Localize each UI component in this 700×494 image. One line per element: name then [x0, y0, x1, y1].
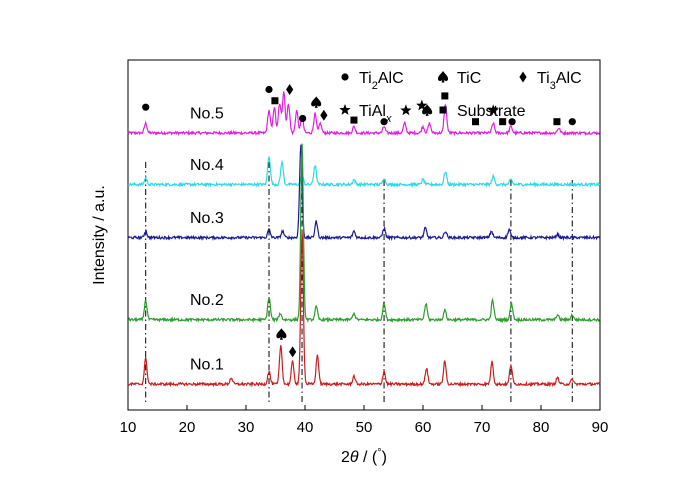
circle-marker-icon: [568, 118, 576, 126]
spade-marker-icon: [276, 328, 287, 340]
circle-marker-icon: [265, 85, 273, 94]
series-label: No.1: [190, 357, 224, 374]
x-tick-label: 30: [238, 419, 255, 436]
series-label: No.5: [190, 105, 224, 122]
phase-markers: [142, 83, 576, 358]
series-label: No.2: [190, 292, 224, 309]
x-tick-label: 70: [474, 419, 491, 436]
series-line: [127, 230, 601, 388]
legend: Ti2AlC TiC Ti3AlC TiAlx Substrate: [339, 70, 582, 125]
diamond-marker-icon: [320, 109, 328, 121]
legend-label: Ti2AlC: [359, 70, 404, 92]
star-marker-icon: [416, 99, 428, 111]
circle-marker-icon: [341, 73, 349, 81]
legend-label: TiAlx: [359, 103, 392, 125]
series-label: No.3: [190, 210, 224, 227]
circle-marker-icon: [380, 118, 388, 126]
star-marker-icon: [487, 104, 499, 116]
x-tick-label: 40: [297, 419, 314, 436]
x-axis-label: 2θ / (°): [341, 447, 387, 466]
star-marker-icon: [400, 104, 412, 116]
series-labels: No.5 No.4 No.3 No.2 No.1: [190, 105, 224, 373]
axes: 10 20 30 40 50 60 70 80 90 2θ / (°) Intensity / a.…: [91, 185, 608, 466]
square-marker-icon: [439, 106, 447, 114]
x-tick-label: 20: [179, 419, 196, 436]
spade-marker-icon: [311, 96, 322, 108]
x-tick-label: 90: [592, 419, 609, 436]
series-line: [127, 144, 601, 242]
legend-label: TiC: [457, 70, 481, 87]
square-marker-icon: [499, 118, 507, 126]
star-marker-icon: [339, 104, 351, 115]
x-tick-label: 10: [120, 419, 137, 436]
series-line: [127, 91, 601, 137]
x-tick-label: 80: [533, 419, 550, 436]
spade-marker-icon: [437, 71, 449, 83]
square-marker-icon: [271, 97, 279, 105]
reference-lines: [145, 162, 573, 405]
series-line: [127, 143, 601, 324]
square-marker-icon: [553, 118, 561, 126]
spade-marker-icon: [422, 104, 433, 116]
square-marker-icon: [472, 118, 480, 126]
circle-marker-icon: [508, 118, 516, 126]
diamond-marker-icon: [519, 71, 527, 83]
legend-label: Substrate: [457, 103, 526, 120]
circle-marker-icon: [299, 114, 307, 123]
x-tick-label: 60: [415, 419, 432, 436]
square-marker-icon: [350, 116, 358, 124]
square-marker-icon: [441, 92, 449, 100]
series-label: No.4: [190, 157, 224, 174]
series-lines: [127, 91, 601, 388]
diamond-marker-icon: [289, 346, 297, 358]
y-axis-label: Intensity / a.u.: [91, 185, 108, 285]
legend-label: Ti3AlC: [537, 70, 582, 92]
x-tick-label: 50: [356, 419, 373, 436]
diamond-marker-icon: [286, 83, 294, 95]
circle-marker-icon: [142, 103, 150, 111]
series-line: [127, 156, 601, 189]
